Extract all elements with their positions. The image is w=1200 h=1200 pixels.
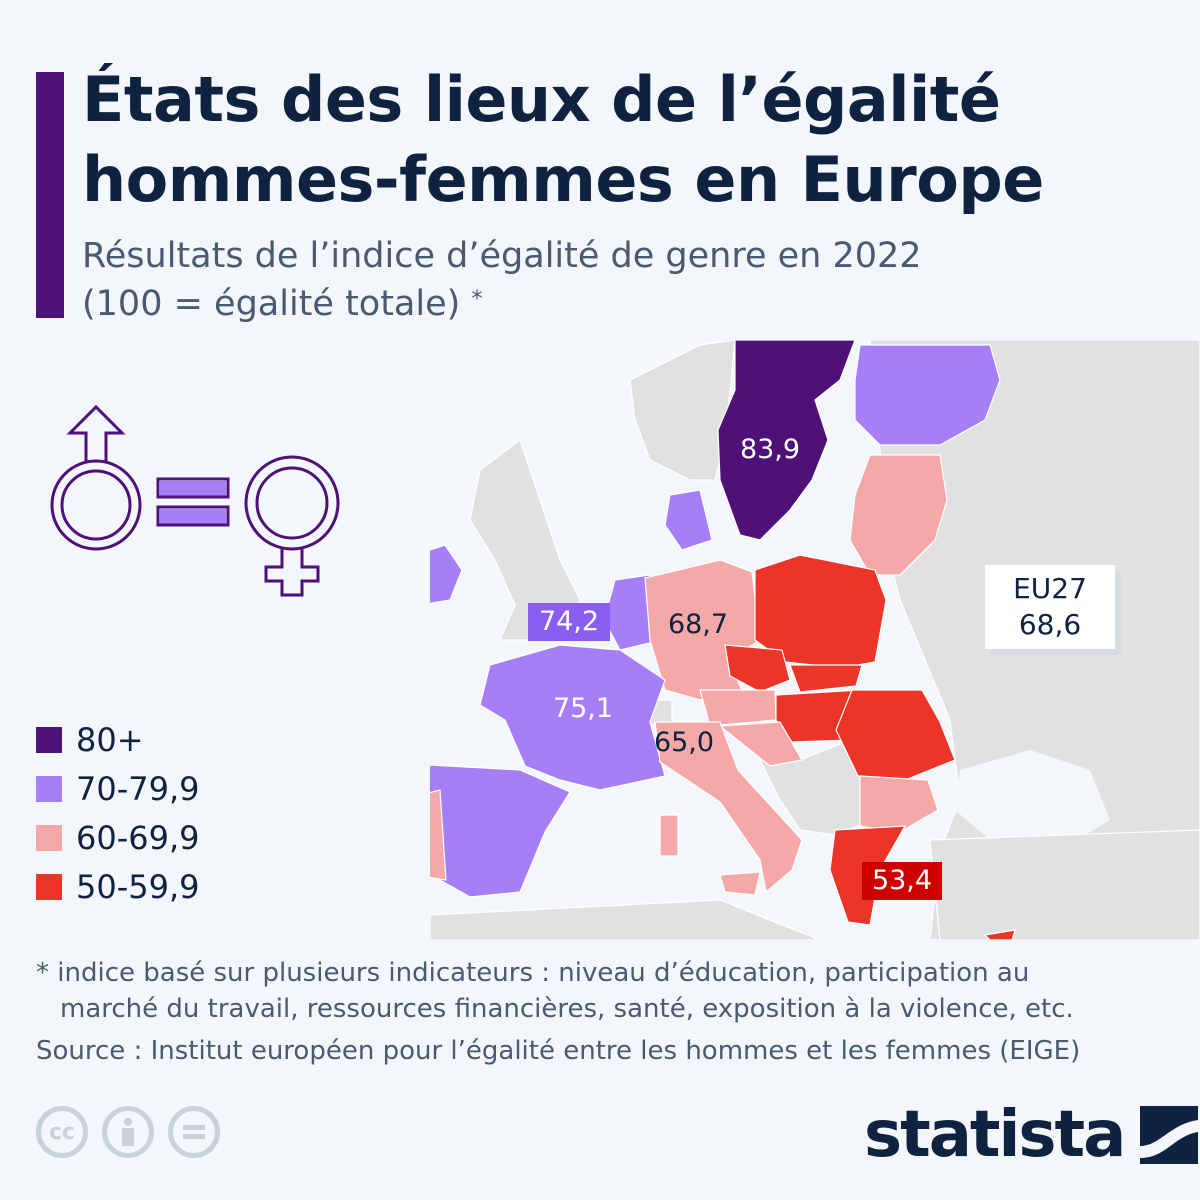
cc-icon[interactable]: cc <box>36 1106 88 1158</box>
country-denmark <box>664 489 713 551</box>
country-italy <box>654 721 803 894</box>
country-finland <box>854 344 1001 446</box>
page-title: États des lieux de l’égalité hommes-femm… <box>82 60 1044 220</box>
country-austria <box>699 689 777 727</box>
subtitle-line-2: (100 = égalité totale) <box>82 284 461 324</box>
label-france: 75,1 <box>552 693 614 724</box>
country-france <box>479 644 666 791</box>
footnote-line-2: marché du travail, ressources financière… <box>60 994 1074 1024</box>
country-portugal <box>430 789 447 881</box>
attribution-icon[interactable] <box>102 1106 154 1158</box>
legend-swatch <box>36 873 62 900</box>
legend-item: 70-79,9 <box>36 764 200 813</box>
statista-logo[interactable]: statista <box>864 1098 1199 1172</box>
country-sicily <box>719 871 761 896</box>
label-sweden: 83,9 <box>739 434 801 465</box>
country-cyprus <box>983 929 1016 940</box>
country-baltics <box>849 454 948 576</box>
legend-label: 70-79,9 <box>76 769 200 808</box>
legend-swatch <box>36 824 62 851</box>
footnote-mark: * <box>36 958 49 988</box>
brand-name: statista <box>864 1098 1126 1172</box>
title-line-2: hommes-femmes en Europe <box>82 143 1044 216</box>
country-slovakia <box>789 664 863 693</box>
legend-item: 50-59,9 <box>36 862 200 911</box>
legend-label: 50-59,9 <box>76 867 200 906</box>
source-text: Source : Institut européen pour l’égalit… <box>36 1036 1081 1066</box>
country-poland <box>754 554 887 669</box>
label-greece: 53,4 <box>862 862 942 900</box>
legend-label: 80+ <box>76 720 144 759</box>
country-bulgaria <box>859 775 939 833</box>
legend-swatch <box>36 775 62 802</box>
gender-equality-icon <box>50 404 340 597</box>
legend-label: 60-69,9 <box>76 818 200 857</box>
eu27-value: 68,6 <box>1018 608 1082 641</box>
country-sweden <box>717 340 856 541</box>
license-icons[interactable]: cc <box>36 1106 220 1158</box>
footnote-mark: * <box>471 287 483 312</box>
country-spain <box>430 764 571 898</box>
country-czechia <box>724 644 791 693</box>
subtitle-line-1: Résultats de l’indice d’égalité de genre… <box>82 236 922 276</box>
region-black-sea <box>955 750 1110 850</box>
label-germany: 68,7 <box>667 609 729 640</box>
footnote: * indice basé sur plusieurs indicateurs … <box>36 955 1080 1069</box>
accent-bar <box>36 72 64 318</box>
legend-item: 60-69,9 <box>36 813 200 862</box>
legend: 80+ 70-79,9 60-69,9 50-59,9 <box>36 715 200 911</box>
no-derivatives-icon[interactable] <box>168 1106 220 1158</box>
country-sardinia <box>659 814 679 857</box>
label-italy: 65,0 <box>653 727 715 758</box>
country-norway <box>629 340 736 481</box>
legend-swatch <box>36 726 62 753</box>
country-slovenia-croatia <box>718 721 803 767</box>
title-line-1: États des lieux de l’égalité <box>82 63 1001 136</box>
region-north-africa <box>430 899 821 940</box>
country-turkey <box>929 829 1200 940</box>
label-belgium: 74,2 <box>528 603 610 641</box>
eu27-box: EU27 68,6 <box>985 565 1115 649</box>
footnote-line-1: indice basé sur plusieurs indicateurs : … <box>57 958 1030 988</box>
country-ireland <box>430 544 463 604</box>
country-romania <box>835 689 956 781</box>
eu27-label: EU27 <box>1013 572 1087 605</box>
legend-item: 80+ <box>36 715 200 764</box>
statista-logo-icon <box>1140 1106 1199 1164</box>
subtitle: Résultats de l’indice d’égalité de genre… <box>82 232 922 328</box>
